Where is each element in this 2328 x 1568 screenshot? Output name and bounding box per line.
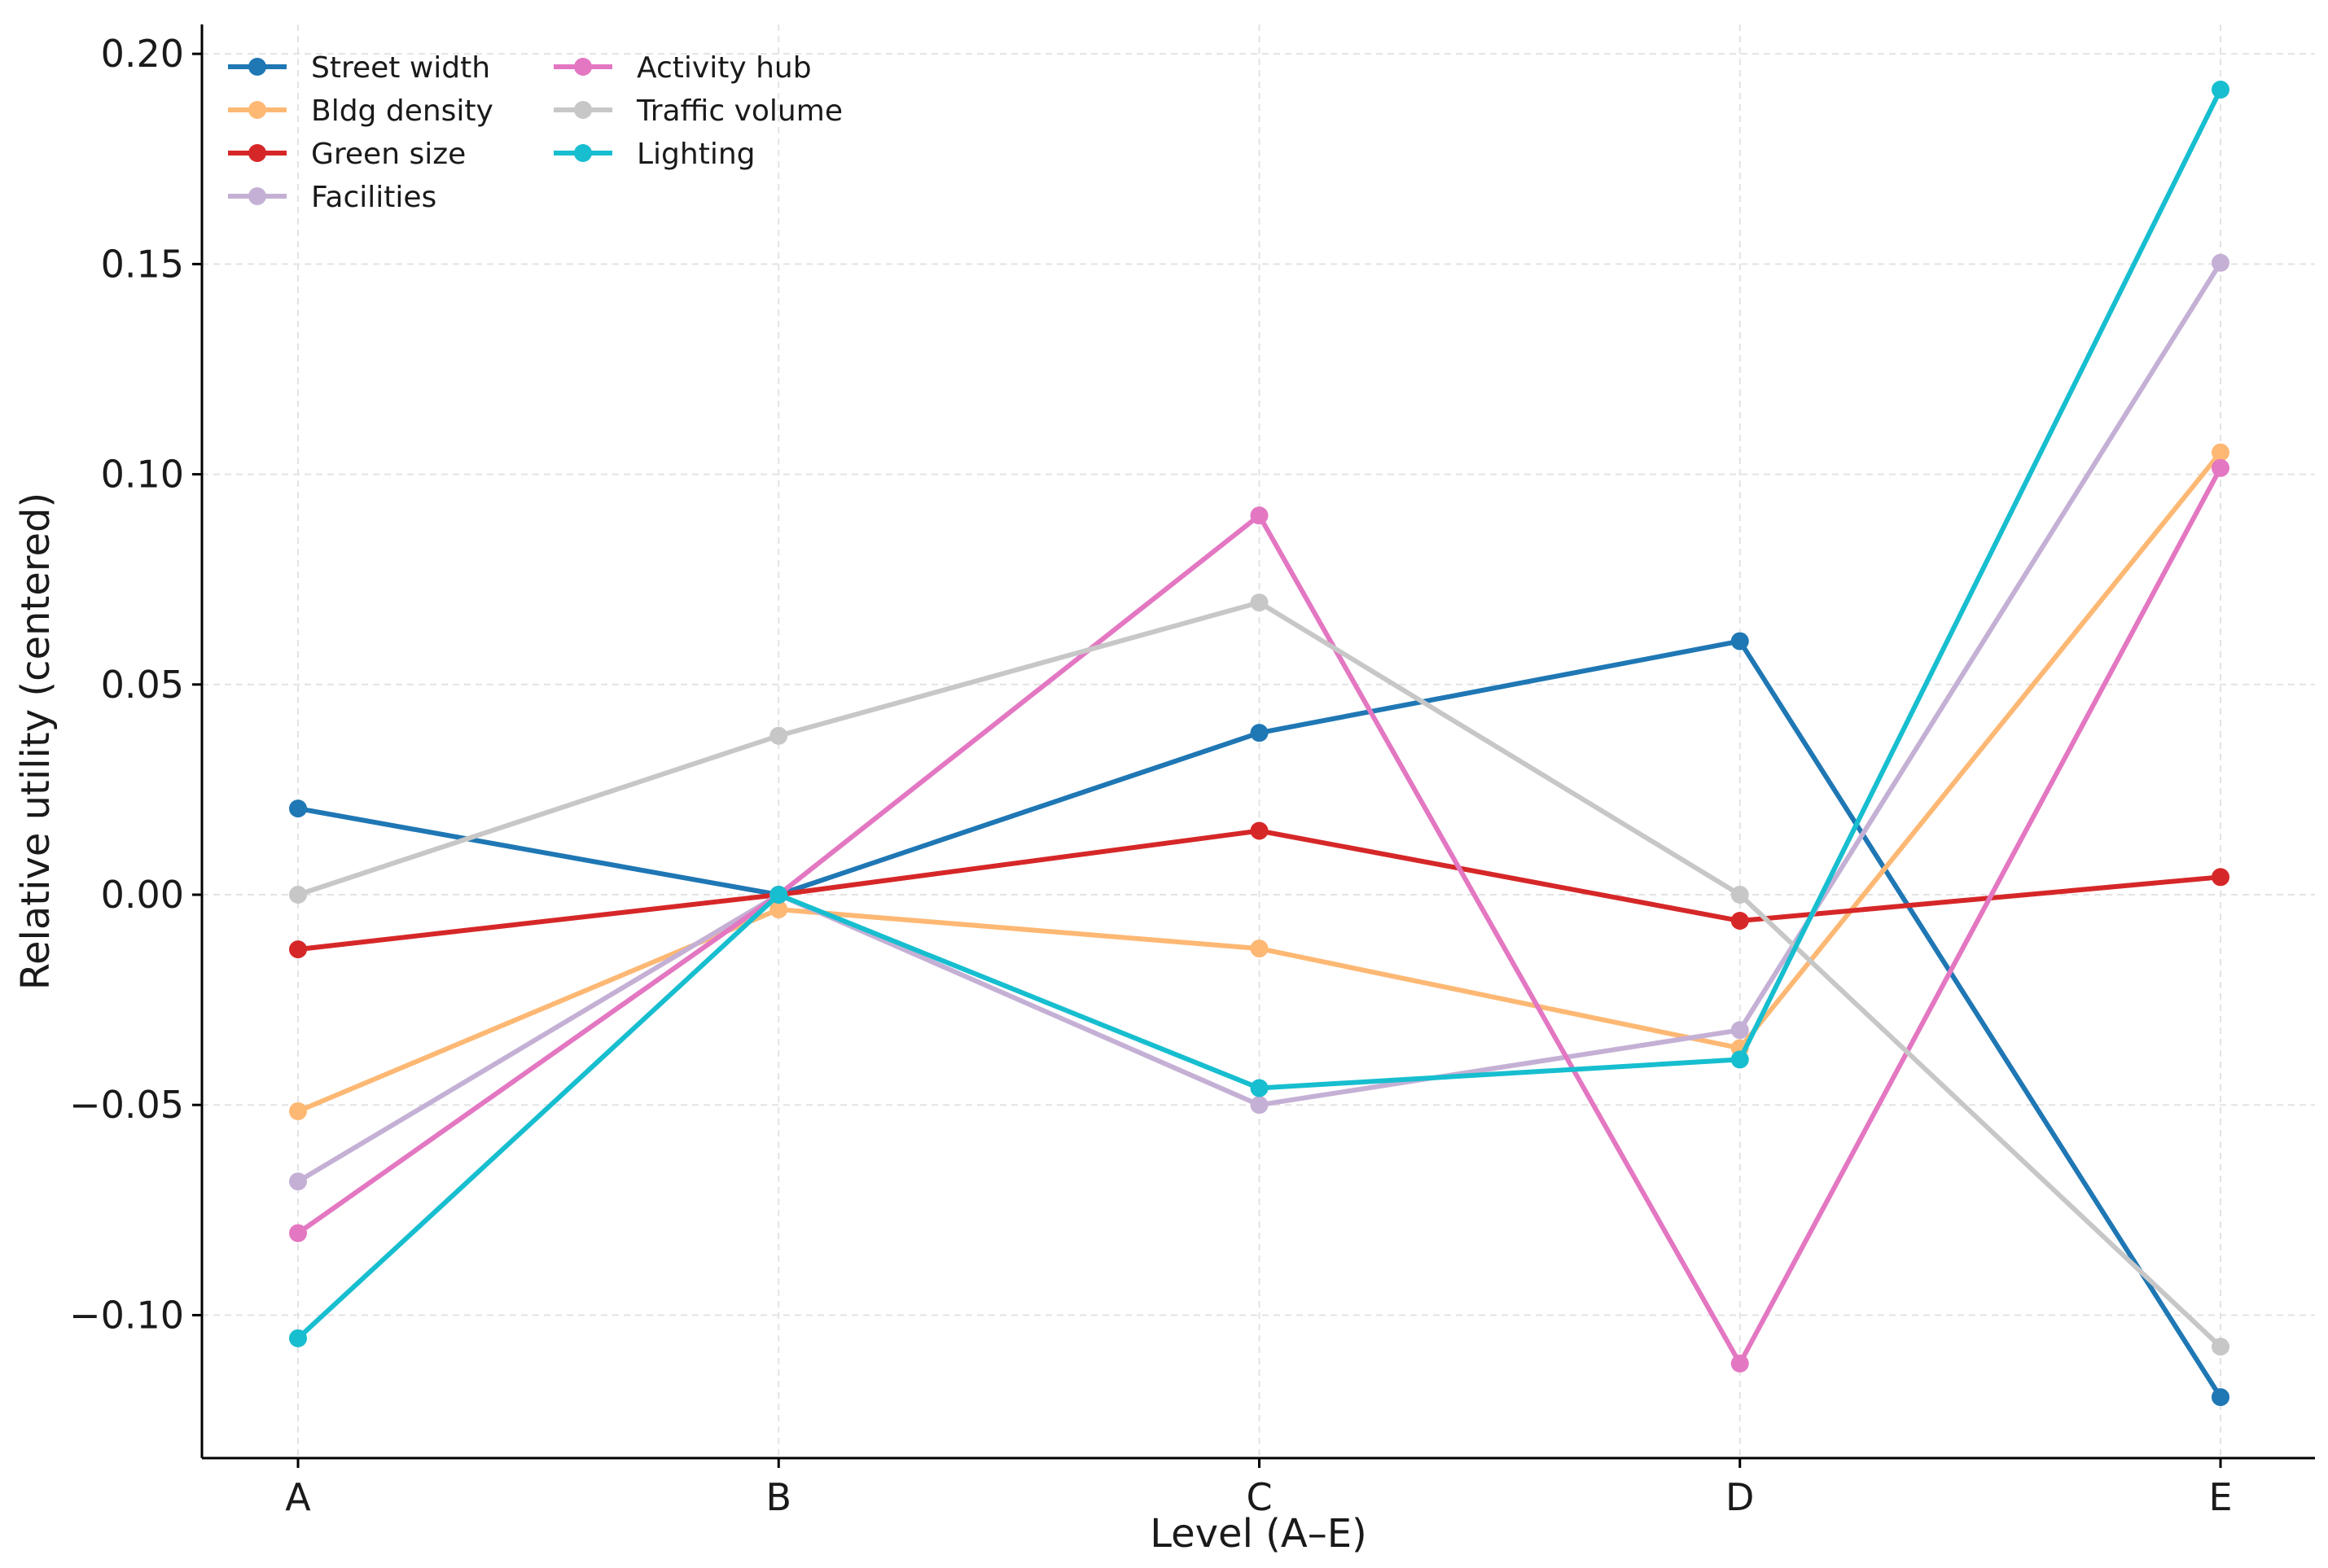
series-traffic-volume: [289, 593, 2229, 1356]
data-point: [2212, 1338, 2229, 1356]
legend-swatch-marker: [574, 101, 592, 119]
data-point: [1250, 593, 1269, 612]
data-point: [289, 885, 307, 904]
legend-label: Bldg density: [311, 94, 493, 128]
series-bldg-density: [289, 443, 2229, 1120]
y-tick-label: 0.00: [101, 873, 184, 917]
legend-label: Activity hub: [637, 51, 812, 85]
data-point: [289, 1329, 307, 1347]
legend-swatch-marker: [248, 58, 266, 76]
data-point: [1250, 939, 1269, 958]
y-ticks: −0.10 −0.05 0.00 0.05 0.10 0.15 0.20: [69, 32, 202, 1337]
y-axis-title: Relative utility (centered): [13, 493, 59, 990]
data-point: [2212, 81, 2229, 99]
y-tick-label: 0.20: [101, 32, 184, 76]
x-ticks: A B C D E: [285, 1458, 2233, 1519]
data-point: [289, 799, 307, 818]
x-tick-label: E: [2208, 1475, 2232, 1519]
data-point: [1730, 1354, 1749, 1373]
legend-swatch-marker: [248, 144, 266, 162]
data-point: [2212, 1388, 2229, 1407]
data-point: [1250, 506, 1269, 525]
data-point: [289, 1224, 307, 1242]
y-tick-label: 0.15: [101, 242, 184, 286]
data-point: [769, 900, 788, 919]
legend-label: Traffic volume: [636, 94, 843, 128]
data-point: [769, 885, 788, 904]
data-point: [1250, 724, 1269, 742]
legend: Street width Bldg density Green size Facili…: [228, 51, 843, 214]
x-tick-label: A: [285, 1475, 311, 1519]
x-tick-label: C: [1246, 1475, 1272, 1519]
data-point: [1250, 821, 1269, 840]
y-tick-label: −0.10: [69, 1293, 184, 1337]
legend-label: Facilities: [311, 181, 436, 214]
data-point: [1730, 632, 1749, 650]
x-axis-title: Level (A–E): [1150, 1511, 1367, 1557]
data-point: [1250, 1096, 1269, 1115]
legend-swatch-marker: [574, 144, 592, 162]
legend-item: Green size: [228, 138, 466, 171]
data-point: [1730, 885, 1749, 904]
legend-label: Street width: [311, 51, 490, 85]
y-tick-label: −0.05: [69, 1083, 184, 1127]
legend-swatch-marker: [248, 187, 266, 205]
y-tick-label: 0.05: [101, 663, 184, 707]
legend-swatch-marker: [574, 58, 592, 76]
y-tick-label: 0.10: [101, 453, 184, 497]
legend-item: Activity hub: [554, 51, 812, 85]
legend-item: Lighting: [554, 138, 756, 171]
data-point: [2212, 443, 2229, 462]
data-point: [1730, 1050, 1749, 1069]
data-point: [289, 1172, 307, 1191]
data-point: [289, 1102, 307, 1120]
data-point: [1250, 1079, 1269, 1097]
data-point: [1730, 912, 1749, 931]
data-point: [1730, 1021, 1749, 1040]
legend-item: Bldg density: [228, 94, 493, 128]
data-point: [2212, 868, 2229, 887]
data-point: [769, 726, 788, 745]
x-tick-label: B: [765, 1475, 791, 1519]
x-tick-label: D: [1725, 1475, 1754, 1519]
series-lighting: [289, 81, 2229, 1347]
legend-swatch-marker: [248, 101, 266, 119]
legend-label: Green size: [311, 138, 466, 171]
data-point: [2212, 253, 2229, 272]
series-activity-hub: [289, 458, 2229, 1373]
data-point: [2212, 458, 2229, 477]
legend-label: Lighting: [637, 138, 756, 171]
legend-item: Traffic volume: [554, 94, 843, 128]
series-lines: [289, 81, 2229, 1407]
legend-item: Facilities: [228, 181, 436, 214]
legend-item: Street width: [228, 51, 490, 85]
data-point: [289, 940, 307, 959]
